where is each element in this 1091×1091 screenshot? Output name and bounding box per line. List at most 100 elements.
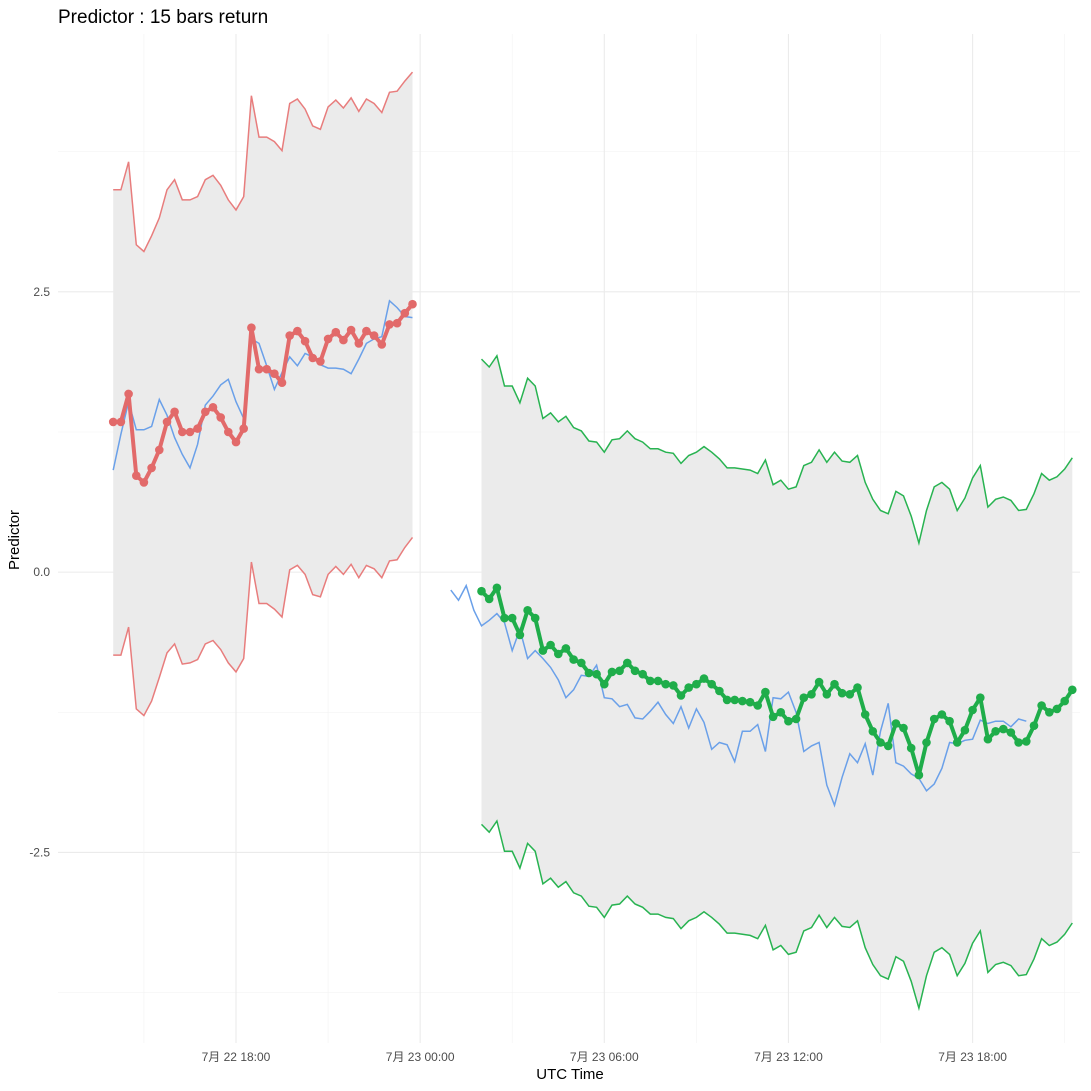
predicted-point [1068, 685, 1077, 695]
predicted-point [561, 644, 571, 653]
predicted-point [837, 688, 847, 698]
predicted-point [316, 357, 325, 366]
predicted-point [1052, 704, 1062, 714]
y-axis-ticks: 2.5 0.0 -2.5 [29, 285, 50, 860]
predicted-point [914, 770, 924, 780]
predicted-point [270, 369, 279, 379]
predicted-point [799, 693, 809, 702]
predicted-point [692, 679, 701, 689]
predicted-point [124, 389, 133, 399]
predicted-point [354, 339, 364, 348]
predicted-point [277, 378, 287, 388]
predicted-point [554, 649, 563, 659]
predicted-point [945, 716, 954, 726]
predicted-point [715, 686, 724, 696]
predicted-point [577, 658, 586, 668]
predicted-point [761, 687, 770, 697]
predicted-point [976, 693, 985, 702]
predicted-point [362, 326, 371, 336]
predicted-point [339, 335, 348, 345]
predicted-point [162, 417, 172, 427]
predicted-point [185, 427, 195, 437]
predicted-point [607, 667, 617, 677]
x-tick-label: 7月 23 06:00 [570, 1050, 639, 1064]
predicted-point [784, 716, 793, 726]
predicted-point [768, 712, 778, 722]
predicted-point [308, 353, 318, 363]
predicted-point [108, 417, 118, 427]
predicted-point [346, 325, 356, 335]
predicted-point [132, 471, 141, 481]
predicted-point [193, 424, 202, 433]
predicted-point [331, 327, 341, 337]
predicted-point [515, 630, 525, 640]
actual-line [112, 299, 413, 471]
predicted-point [983, 734, 993, 744]
predicted-point [745, 697, 755, 707]
predicted-point [960, 725, 970, 735]
predicted-point [1006, 728, 1016, 737]
predicted-point [883, 741, 893, 751]
predicted-point [661, 679, 670, 689]
predicted-point [922, 738, 931, 747]
actual-line [450, 583, 1027, 808]
predicted-point [853, 683, 862, 692]
predicted-point [830, 679, 839, 689]
predicted-point [216, 413, 225, 422]
x-tick-label: 7月 22 18:00 [202, 1050, 271, 1064]
predicted-point [753, 701, 762, 710]
predicted-point [991, 727, 1000, 736]
predicted-point [638, 669, 647, 679]
predicted-point [676, 691, 686, 700]
predicted-point [669, 681, 678, 690]
predicted-point [738, 696, 747, 706]
predicted-point [523, 606, 532, 615]
predicted-point [623, 658, 632, 668]
predicted-point [285, 331, 295, 340]
predicted-point [776, 708, 786, 717]
band-lower-line [480, 819, 1073, 1012]
predicted-point [484, 594, 494, 604]
predicted-point [730, 695, 739, 705]
predicted-point [178, 427, 187, 437]
predicted-point [293, 326, 302, 336]
band-upper-line [113, 71, 414, 253]
predicted-point [385, 320, 394, 329]
predicted-point [1045, 708, 1054, 717]
predicted-point [530, 613, 540, 623]
x-tick-label: 7月 23 18:00 [938, 1050, 1007, 1064]
chart-title: Predictor : 15 bars return [58, 7, 268, 28]
x-tick-label: 7月 23 00:00 [386, 1050, 455, 1064]
band-upper-line [480, 354, 1073, 546]
predicted-point [592, 669, 601, 679]
confidence-band-fill [113, 72, 413, 716]
predicted-point [722, 695, 732, 705]
predicted-point [201, 407, 210, 417]
predicted-point [952, 738, 962, 747]
y-tick-label: 2.5 [33, 285, 50, 299]
predicted-point [807, 690, 816, 699]
predicted-point [323, 334, 333, 344]
predicted-point [492, 583, 502, 593]
predicted-point [822, 690, 832, 699]
predicted-point [814, 677, 824, 687]
predicted-point [224, 427, 233, 437]
predicted-point [507, 613, 517, 623]
predicted-point [477, 586, 486, 596]
predicted-point [147, 463, 156, 473]
predicted-points [108, 299, 1077, 780]
confidence-band-fill [481, 355, 1073, 1009]
predicted-point [876, 738, 885, 747]
y-axis-title: Predictor [6, 510, 23, 570]
y-tick-label: 0.0 [33, 565, 50, 579]
predicted-point [968, 705, 977, 715]
predicted-point [392, 318, 402, 328]
x-tick-label: 7月 23 12:00 [754, 1050, 823, 1064]
predicted-point [899, 723, 908, 733]
predicted-point [1014, 738, 1023, 747]
predicted-point [239, 424, 248, 433]
predicted-point [707, 679, 716, 689]
predicted-point [860, 710, 870, 719]
predicted-point [791, 714, 801, 724]
predicted-point [116, 417, 126, 427]
